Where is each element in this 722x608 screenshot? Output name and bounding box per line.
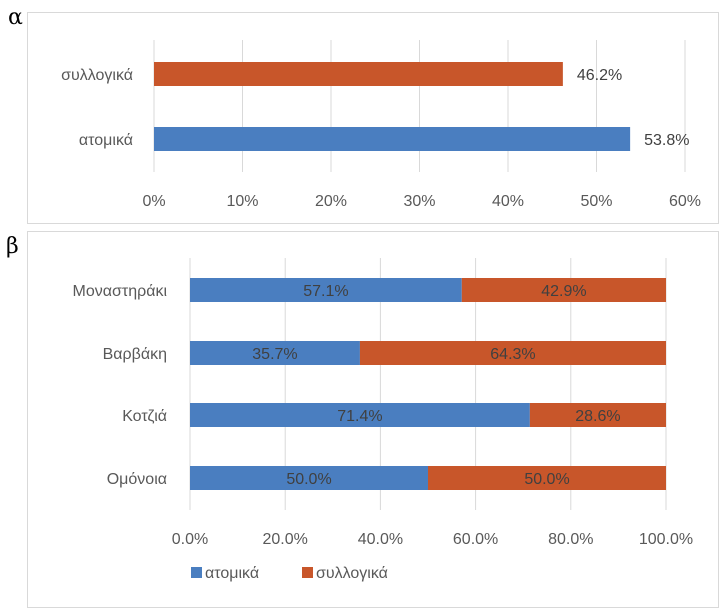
chart-b-data-label: 50.0% xyxy=(286,471,331,488)
chart-b-category-label: Μοναστηράκι xyxy=(73,283,168,300)
chart-a-bar xyxy=(154,62,563,86)
chart-a-tick-label: 10% xyxy=(226,193,258,210)
chart-b-data-label: 35.7% xyxy=(252,346,297,363)
panel-b-letter: β xyxy=(6,234,19,259)
chart-b-data-label: 50.0% xyxy=(524,471,569,488)
chart-a-tick-label: 40% xyxy=(492,193,524,210)
chart-a-data-label: 46.2% xyxy=(577,67,622,84)
chart-b-bar-segment xyxy=(461,278,666,302)
chart-a-tick-label: 0% xyxy=(142,193,165,210)
chart-b-data-label: 57.1% xyxy=(303,283,348,300)
chart-b-legend-label: συλλογικά xyxy=(316,565,388,582)
chart-a-frame xyxy=(27,12,719,224)
chart-b-bar-segment xyxy=(190,341,360,365)
chart-b-tick-label: 100.0% xyxy=(639,531,693,548)
chart-a-bar xyxy=(154,127,631,151)
chart-b-tick-label: 20.0% xyxy=(263,531,308,548)
chart-b-bar-segment xyxy=(529,403,666,427)
chart-b-category-label: Βαρβάκη xyxy=(103,346,167,363)
chart-b-data-label: 42.9% xyxy=(541,283,586,300)
chart-b-bar-segment xyxy=(428,466,666,490)
chart-a-tick-label: 30% xyxy=(403,193,435,210)
chart-b-data-label: 28.6% xyxy=(575,408,620,425)
chart-b-bar-segment xyxy=(190,466,428,490)
chart-b-tick-label: 80.0% xyxy=(548,531,593,548)
panel-a-letter: α xyxy=(8,5,23,30)
chart-a-data-label: 53.8% xyxy=(644,132,689,149)
chart-a-tick-label: 60% xyxy=(669,193,701,210)
chart-b-legend-swatch xyxy=(302,567,313,578)
chart-b-data-label: 64.3% xyxy=(490,346,535,363)
chart-b-tick-label: 60.0% xyxy=(453,531,498,548)
chart-b-category-label: Κοτζιά xyxy=(122,408,167,425)
chart-a-tick-label: 50% xyxy=(580,193,612,210)
chart-b-bar-segment xyxy=(190,278,462,302)
chart-a-category-label: συλλογικά xyxy=(61,67,133,84)
chart-a-tick-label: 20% xyxy=(315,193,347,210)
chart-b-category-label: Ομόνοια xyxy=(107,471,167,488)
chart-b-legend-swatch xyxy=(191,567,202,578)
chart-a-category-label: ατομικά xyxy=(79,132,133,149)
chart-b-legend-label: ατομικά xyxy=(205,565,259,582)
chart-b-data-label: 71.4% xyxy=(337,408,382,425)
chart-b-bar-segment xyxy=(190,403,530,427)
chart-b-bar-segment xyxy=(359,341,666,365)
chart-b-tick-label: 0.0% xyxy=(172,531,208,548)
chart-b-tick-label: 40.0% xyxy=(358,531,403,548)
